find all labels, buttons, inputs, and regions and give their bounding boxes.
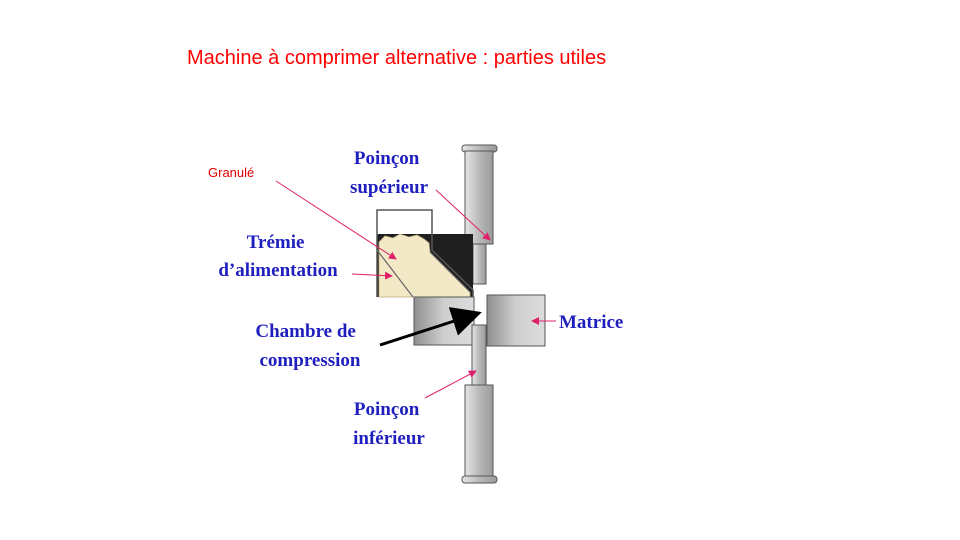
label-tremie-line1: Trémie <box>247 232 305 253</box>
hopper-frame <box>376 209 474 297</box>
die-left-block <box>413 296 475 346</box>
label-tremie: Trémie d’alimentation <box>218 232 338 281</box>
hopper-slope-edge <box>376 249 471 298</box>
leader-granule <box>275 180 397 260</box>
hopper <box>376 209 474 298</box>
label-tremie-line2: d’alimentation <box>218 260 338 281</box>
arrow-chambre <box>379 307 482 347</box>
label-poincon-inferieur-line2: inférieur <box>353 428 425 449</box>
upper-punch-tip <box>472 243 487 285</box>
label-granule: Granulé <box>208 165 254 180</box>
lower-punch <box>461 324 498 484</box>
leader-poincon-superieur <box>435 189 491 241</box>
label-chambre-line2: compression <box>260 350 361 371</box>
label-chambre-line1: Chambre de <box>255 321 355 342</box>
label-matrice: Matrice <box>559 312 623 333</box>
lower-punch-tip <box>471 324 487 386</box>
upper-punch-body <box>464 150 494 245</box>
lower-punch-body <box>464 384 494 478</box>
leader-tremie <box>351 271 393 280</box>
label-poincon-superieur: Poinçon supérieur <box>350 148 429 198</box>
leader-poincon-inferieur <box>424 370 477 399</box>
label-chambre: Chambre de compression <box>255 321 361 371</box>
label-poincon-superieur-line1: Poinçon <box>354 148 420 169</box>
label-poincon-superieur-line2: supérieur <box>350 177 429 198</box>
label-poincon-inferieur-line1: Poinçon <box>354 399 420 420</box>
label-poincon-inferieur: Poinçon inférieur <box>353 399 425 449</box>
lower-punch-foot <box>461 475 498 484</box>
upper-punch <box>461 144 498 285</box>
slide-title: Machine à comprimer alternative : partie… <box>187 47 607 69</box>
